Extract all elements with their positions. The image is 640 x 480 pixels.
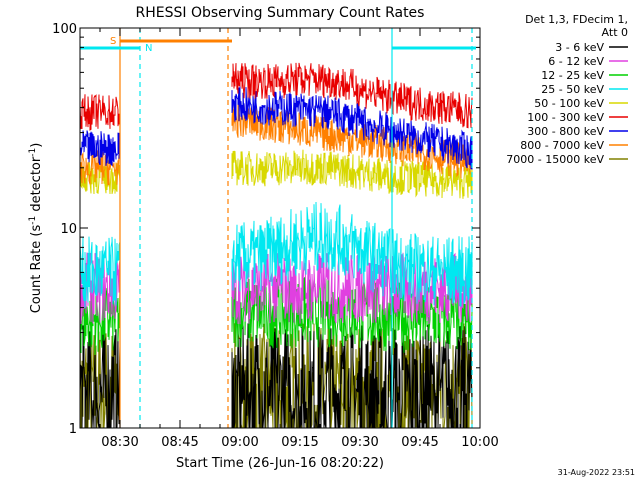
legend-entry-label: 100 - 300 keV: [527, 111, 604, 124]
series-trace: [79, 236, 121, 308]
y-axis-ticks: 1 10 100: [52, 22, 480, 437]
legend-header-line2: Att 0: [602, 26, 628, 39]
series-trace: [231, 62, 473, 129]
series-trace: [79, 130, 121, 167]
series-trace: [79, 94, 121, 131]
series-3-6-kev: [79, 322, 473, 429]
y-axis-label-part1: Count Rate (s: [29, 225, 44, 314]
night-label: N: [145, 43, 152, 54]
y-axis-label: Count Rate (s-1 detector-1): [28, 143, 44, 314]
plot-data-area: [79, 62, 473, 429]
y-tick-label: 1: [69, 422, 77, 437]
y-tick-label: 10: [60, 222, 77, 237]
x-tick-label: 09:45: [401, 435, 438, 450]
x-tick-label: 09:00: [221, 435, 258, 450]
x-tick-label: 08:30: [101, 435, 138, 450]
legend-entry-label: 50 - 100 keV: [534, 97, 604, 110]
series-trace: [231, 86, 473, 170]
x-tick-label: 10:00: [461, 435, 498, 450]
series-trace: [79, 159, 121, 195]
legend-entry-label: 3 - 6 keV: [555, 41, 604, 54]
legend-entry-label: 25 - 50 keV: [541, 83, 604, 96]
legend-entry-label: 300 - 800 keV: [527, 125, 604, 138]
series-trace: [231, 322, 473, 429]
legend-entry-label: 7000 - 15000 keV: [506, 153, 604, 166]
series-50-100-kev: [79, 149, 473, 199]
legend-entry-label: 6 - 12 keV: [548, 55, 604, 68]
series-trace: [231, 101, 473, 179]
y-axis-label-part3: ): [29, 143, 44, 148]
series-trace: [231, 149, 473, 199]
x-tick-label: 09:30: [341, 435, 378, 450]
x-tick-label: 08:45: [161, 435, 198, 450]
saa-label: S: [110, 36, 116, 47]
x-axis-label: Start Time (26-Jun-16 08:20:22): [176, 456, 384, 471]
chart-title: RHESSI Observing Summary Count Rates: [136, 5, 425, 21]
series-trace: [79, 325, 121, 429]
y-axis-label-sup1: -1: [28, 216, 38, 225]
y-axis-label-part2: detector: [29, 156, 44, 216]
x-axis-ticks: 08:30 08:45 09:00 09:15 09:30 09:45 10:00: [79, 28, 499, 450]
legend-entry-label: 800 - 7000 keV: [520, 139, 604, 152]
series-trace: [231, 276, 473, 353]
y-axis-label-sup2: -1: [28, 148, 38, 157]
series-trace: [231, 201, 473, 307]
footer-timestamp: 31-Aug-2022 23:51: [558, 468, 635, 477]
x-tick-label: 09:15: [281, 435, 318, 450]
series-25-50-kev: [79, 201, 473, 308]
annotations-layer: SN: [80, 28, 476, 428]
y-tick-label: 100: [52, 22, 77, 37]
series-100-300-kev: [79, 62, 473, 131]
legend-header-line1: Det 1,3, FDecim 1,: [525, 13, 628, 26]
series-300-800-kev: [79, 86, 473, 170]
legend-entry-label: 12 - 25 keV: [541, 69, 604, 82]
